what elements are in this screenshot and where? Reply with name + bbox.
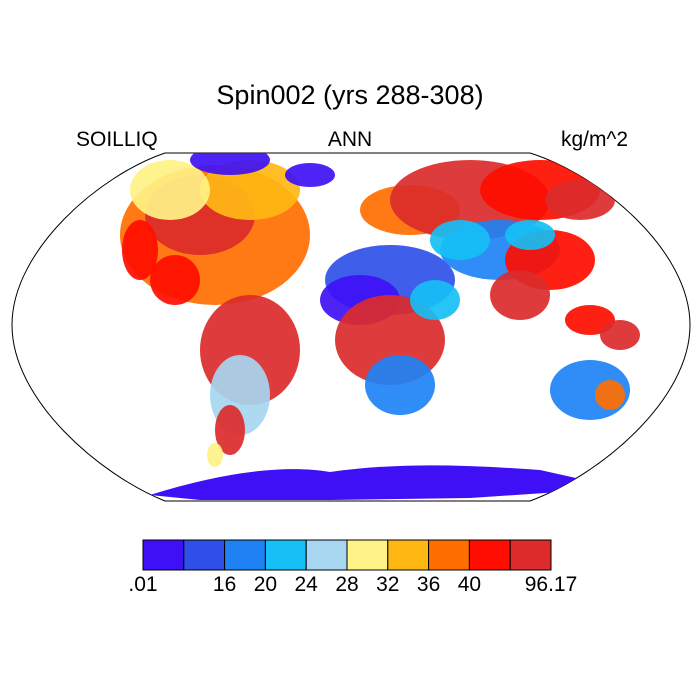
colorbar-swatch <box>387 539 430 571</box>
colorbar-tick-label: .01 <box>128 573 158 596</box>
antarctica-region <box>150 465 585 500</box>
colorbar-tick-label: 20 <box>253 573 278 596</box>
units-label: kg/m^2 <box>560 128 628 151</box>
colorbar-swatch <box>468 539 511 571</box>
land-region <box>565 305 615 335</box>
land-region <box>200 160 300 220</box>
land-region <box>490 270 550 320</box>
land-region <box>190 153 270 175</box>
land-region <box>207 443 223 467</box>
land-region <box>545 180 615 220</box>
colorbar-swatch <box>224 539 266 571</box>
colorbar-swatch <box>264 539 307 571</box>
land-region <box>430 220 490 260</box>
land-region <box>150 255 200 305</box>
colorbar-swatch <box>509 539 552 571</box>
colorbar-swatch <box>428 539 470 571</box>
variable-label: SOILLIQ <box>76 128 158 151</box>
land-region <box>130 160 210 220</box>
land-region <box>215 405 245 455</box>
colorbar-swatch <box>183 539 226 571</box>
colorbar-tick-label: 40 <box>457 573 482 596</box>
land-region <box>410 280 460 320</box>
map-title: Spin002 (yrs 288-308) <box>216 80 484 110</box>
land-region <box>122 220 158 280</box>
colorbar-tick-label: 16 <box>212 573 237 596</box>
colorbar-tick-label: 96.17 <box>524 573 578 596</box>
period-label: ANN <box>327 128 373 151</box>
colorbar-tick-label: 36 <box>416 573 441 596</box>
land-region <box>365 355 435 415</box>
land-region <box>505 220 555 250</box>
colorbar-tick-label: 24 <box>294 573 318 596</box>
colorbar-swatch <box>142 539 185 571</box>
colorbar-tick-label: 28 <box>335 573 359 596</box>
colorbar-tick-label: 32 <box>376 573 400 596</box>
land-region <box>285 163 335 187</box>
land-region <box>600 320 640 350</box>
colorbar-swatch <box>305 539 348 571</box>
colorbar-swatch <box>346 539 389 571</box>
land-region <box>595 380 625 410</box>
